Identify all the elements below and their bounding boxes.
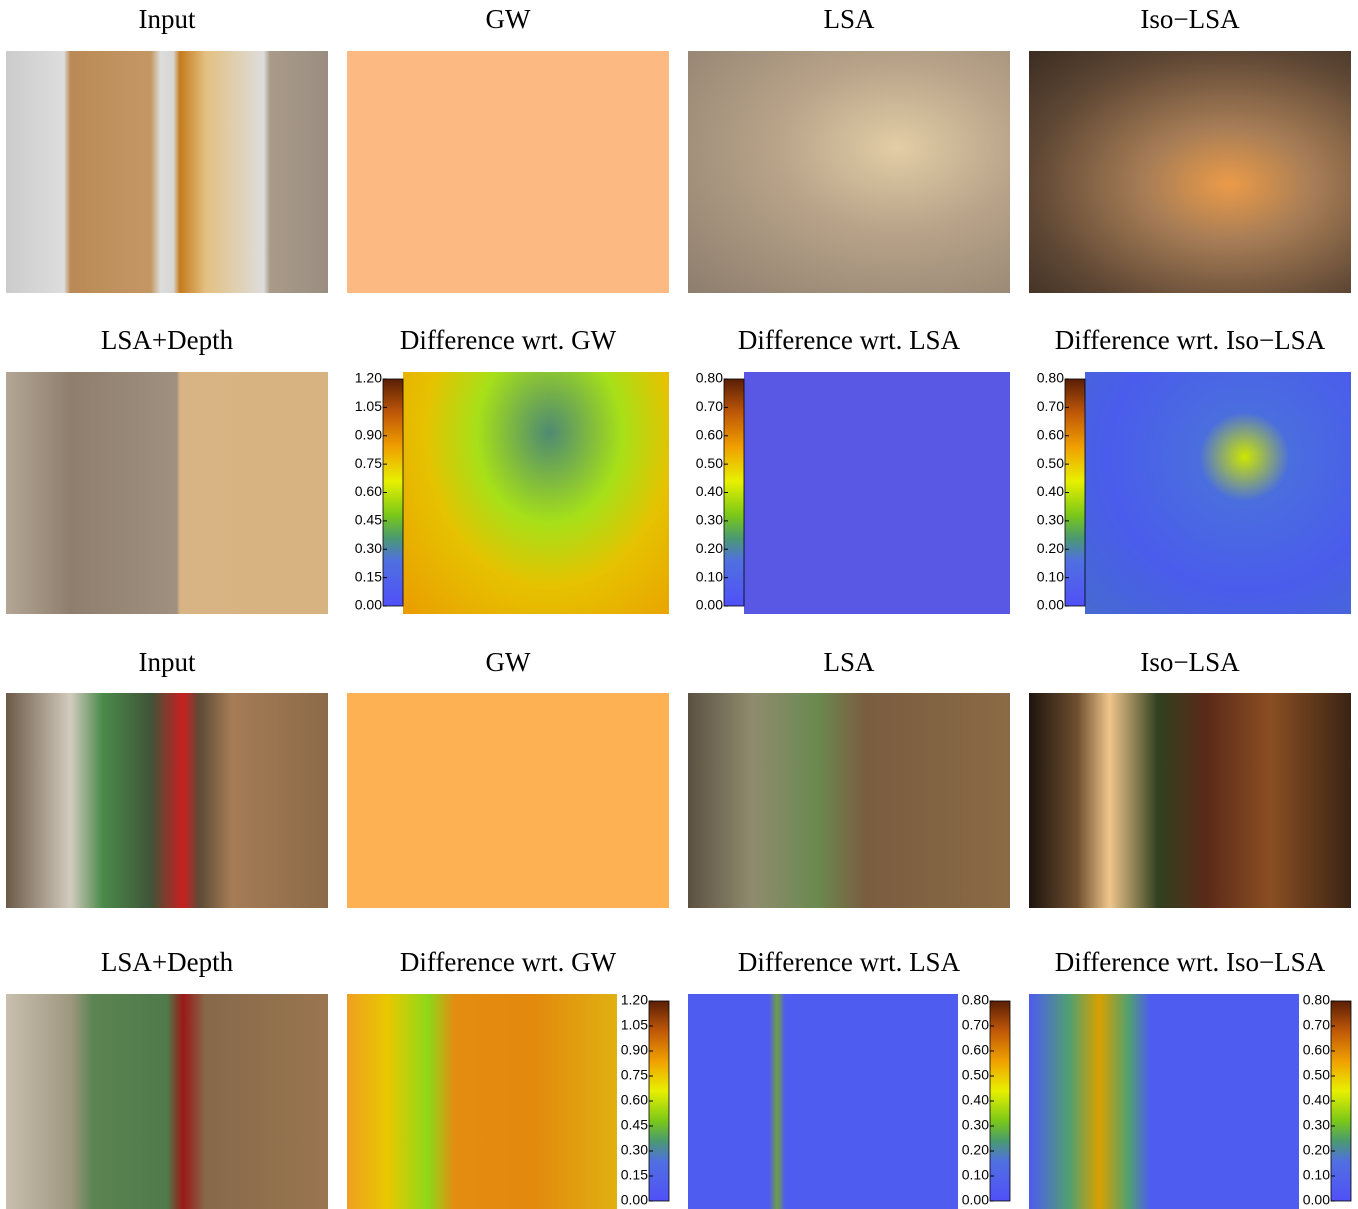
panel-title: GW bbox=[338, 647, 678, 678]
colorbar: 0.00 0.10 0.20 0.30 0.40 0.50 0.60 0.70 0.80 bbox=[1027, 362, 1087, 624]
panel-title: Difference wrt. Iso−LSA bbox=[1020, 947, 1358, 978]
panel-image bbox=[6, 693, 328, 908]
colorbar-tick-label: 0.40 bbox=[696, 483, 723, 499]
colorbar-tick-label: 0.00 bbox=[696, 597, 723, 613]
colorbar-tick-label: 0.90 bbox=[355, 426, 382, 442]
colorbar-tick-label: 0.70 bbox=[696, 398, 723, 414]
colorbar: 0.00 0.15 0.30 0.45 0.60 0.75 0.90 1.05 1.20 bbox=[345, 362, 405, 624]
colorbar: 0.00 0.15 0.30 0.45 0.60 0.75 0.90 1.05 1.20 bbox=[611, 984, 671, 1209]
colorbar-tick-label: 0.70 bbox=[962, 1017, 989, 1033]
colorbar-tick-label: 0.10 bbox=[1303, 1167, 1330, 1183]
panel-image bbox=[347, 693, 669, 908]
panel-title: Difference wrt. LSA bbox=[679, 325, 1019, 356]
colorbar-tick-label: 0.30 bbox=[1303, 1117, 1330, 1133]
colorbar-tick-label: 0.60 bbox=[962, 1042, 989, 1058]
panel-title: Iso−LSA bbox=[1020, 4, 1358, 35]
colorbar-tick-label: 0.10 bbox=[696, 568, 723, 584]
colorbar-tick-label: 0.45 bbox=[355, 512, 382, 528]
colorbar-tick-label: 0.30 bbox=[962, 1117, 989, 1133]
panel-image bbox=[744, 372, 1010, 614]
colorbar-tick-label: 0.30 bbox=[621, 1142, 648, 1158]
colorbar-tick-label: 0.45 bbox=[621, 1117, 648, 1133]
panel-title: LSA+Depth bbox=[0, 325, 337, 356]
figure: InputGWLSAIso−LSALSA+DepthDifference wrt… bbox=[0, 0, 1358, 1209]
colorbar-tick-label: 0.80 bbox=[962, 992, 989, 1008]
panel-image bbox=[6, 51, 328, 293]
colorbar-tick-label: 0.40 bbox=[1037, 483, 1064, 499]
panel-title: Difference wrt. GW bbox=[338, 325, 678, 356]
panel-title: Difference wrt. LSA bbox=[679, 947, 1019, 978]
colorbar-tick-label: 0.80 bbox=[1303, 992, 1330, 1008]
colorbar-tick-label: 1.05 bbox=[621, 1017, 648, 1033]
panel-image bbox=[403, 372, 669, 614]
panel-image bbox=[6, 994, 328, 1209]
colorbar-tick-label: 0.00 bbox=[355, 597, 382, 613]
colorbar-tick-label: 0.30 bbox=[355, 540, 382, 556]
colorbar-tick-label: 0.40 bbox=[962, 1092, 989, 1108]
panel-image bbox=[347, 994, 617, 1209]
colorbar-tick-label: 0.70 bbox=[1303, 1017, 1330, 1033]
colorbar-tick-label: 0.10 bbox=[962, 1167, 989, 1183]
colorbar-tick-label: 1.05 bbox=[355, 398, 382, 414]
panel-title: Difference wrt. Iso−LSA bbox=[1020, 325, 1358, 356]
panel-image bbox=[347, 51, 669, 293]
panel-title: Input bbox=[0, 647, 337, 678]
colorbar-tick-label: 0.20 bbox=[696, 540, 723, 556]
colorbar-tick-label: 0.00 bbox=[1037, 597, 1064, 613]
colorbar-tick-label: 1.20 bbox=[355, 370, 382, 386]
colorbar-tick-label: 0.90 bbox=[621, 1042, 648, 1058]
colorbar-tick-label: 0.50 bbox=[696, 455, 723, 471]
colorbar-tick-label: 0.60 bbox=[1037, 426, 1064, 442]
colorbar-tick-label: 0.50 bbox=[1303, 1067, 1330, 1083]
panel-image bbox=[1029, 51, 1351, 293]
colorbar-tick-label: 0.70 bbox=[1037, 398, 1064, 414]
panel-image bbox=[688, 994, 958, 1209]
panel-title: LSA+Depth bbox=[0, 947, 337, 978]
colorbar-tick-label: 0.20 bbox=[962, 1142, 989, 1158]
panel-image bbox=[1029, 994, 1299, 1209]
panel-title: GW bbox=[338, 4, 678, 35]
colorbar-tick-label: 0.75 bbox=[621, 1067, 648, 1083]
colorbar-tick-label: 0.60 bbox=[621, 1092, 648, 1108]
colorbar-tick-label: 0.80 bbox=[696, 370, 723, 386]
colorbar-tick-label: 0.50 bbox=[1037, 455, 1064, 471]
panel-image bbox=[1085, 372, 1351, 614]
colorbar-tick-label: 0.50 bbox=[962, 1067, 989, 1083]
panel-title: LSA bbox=[679, 4, 1019, 35]
colorbar: 0.00 0.10 0.20 0.30 0.40 0.50 0.60 0.70 0.80 bbox=[686, 362, 746, 624]
colorbar-tick-label: 0.20 bbox=[1037, 540, 1064, 556]
colorbar: 0.00 0.10 0.20 0.30 0.40 0.50 0.60 0.70 0.80 bbox=[952, 984, 1012, 1209]
colorbar-tick-label: 0.00 bbox=[1303, 1192, 1330, 1208]
colorbar-tick-label: 0.60 bbox=[355, 483, 382, 499]
colorbar-tick-label: 0.75 bbox=[355, 455, 382, 471]
colorbar-tick-label: 0.00 bbox=[621, 1192, 648, 1208]
panel-title: Input bbox=[0, 4, 337, 35]
panel-image bbox=[688, 693, 1010, 908]
colorbar-tick-label: 1.20 bbox=[621, 992, 648, 1008]
colorbar-tick-label: 0.60 bbox=[696, 426, 723, 442]
panel-title: Difference wrt. GW bbox=[338, 947, 678, 978]
colorbar-tick-label: 0.15 bbox=[621, 1167, 648, 1183]
panel-title: LSA bbox=[679, 647, 1019, 678]
panel-image bbox=[1029, 693, 1351, 908]
panel-image bbox=[6, 372, 328, 614]
panel-title: Iso−LSA bbox=[1020, 647, 1358, 678]
colorbar-tick-label: 0.15 bbox=[355, 568, 382, 584]
colorbar-tick-label: 0.60 bbox=[1303, 1042, 1330, 1058]
colorbar-tick-label: 0.00 bbox=[962, 1192, 989, 1208]
colorbar-tick-label: 0.80 bbox=[1037, 370, 1064, 386]
colorbar-tick-label: 0.30 bbox=[696, 512, 723, 528]
colorbar-tick-label: 0.40 bbox=[1303, 1092, 1330, 1108]
panel-image bbox=[688, 51, 1010, 293]
colorbar: 0.00 0.10 0.20 0.30 0.40 0.50 0.60 0.70 0.80 bbox=[1293, 984, 1353, 1209]
colorbar-tick-label: 0.10 bbox=[1037, 568, 1064, 584]
colorbar-tick-label: 0.30 bbox=[1037, 512, 1064, 528]
colorbar-tick-label: 0.20 bbox=[1303, 1142, 1330, 1158]
